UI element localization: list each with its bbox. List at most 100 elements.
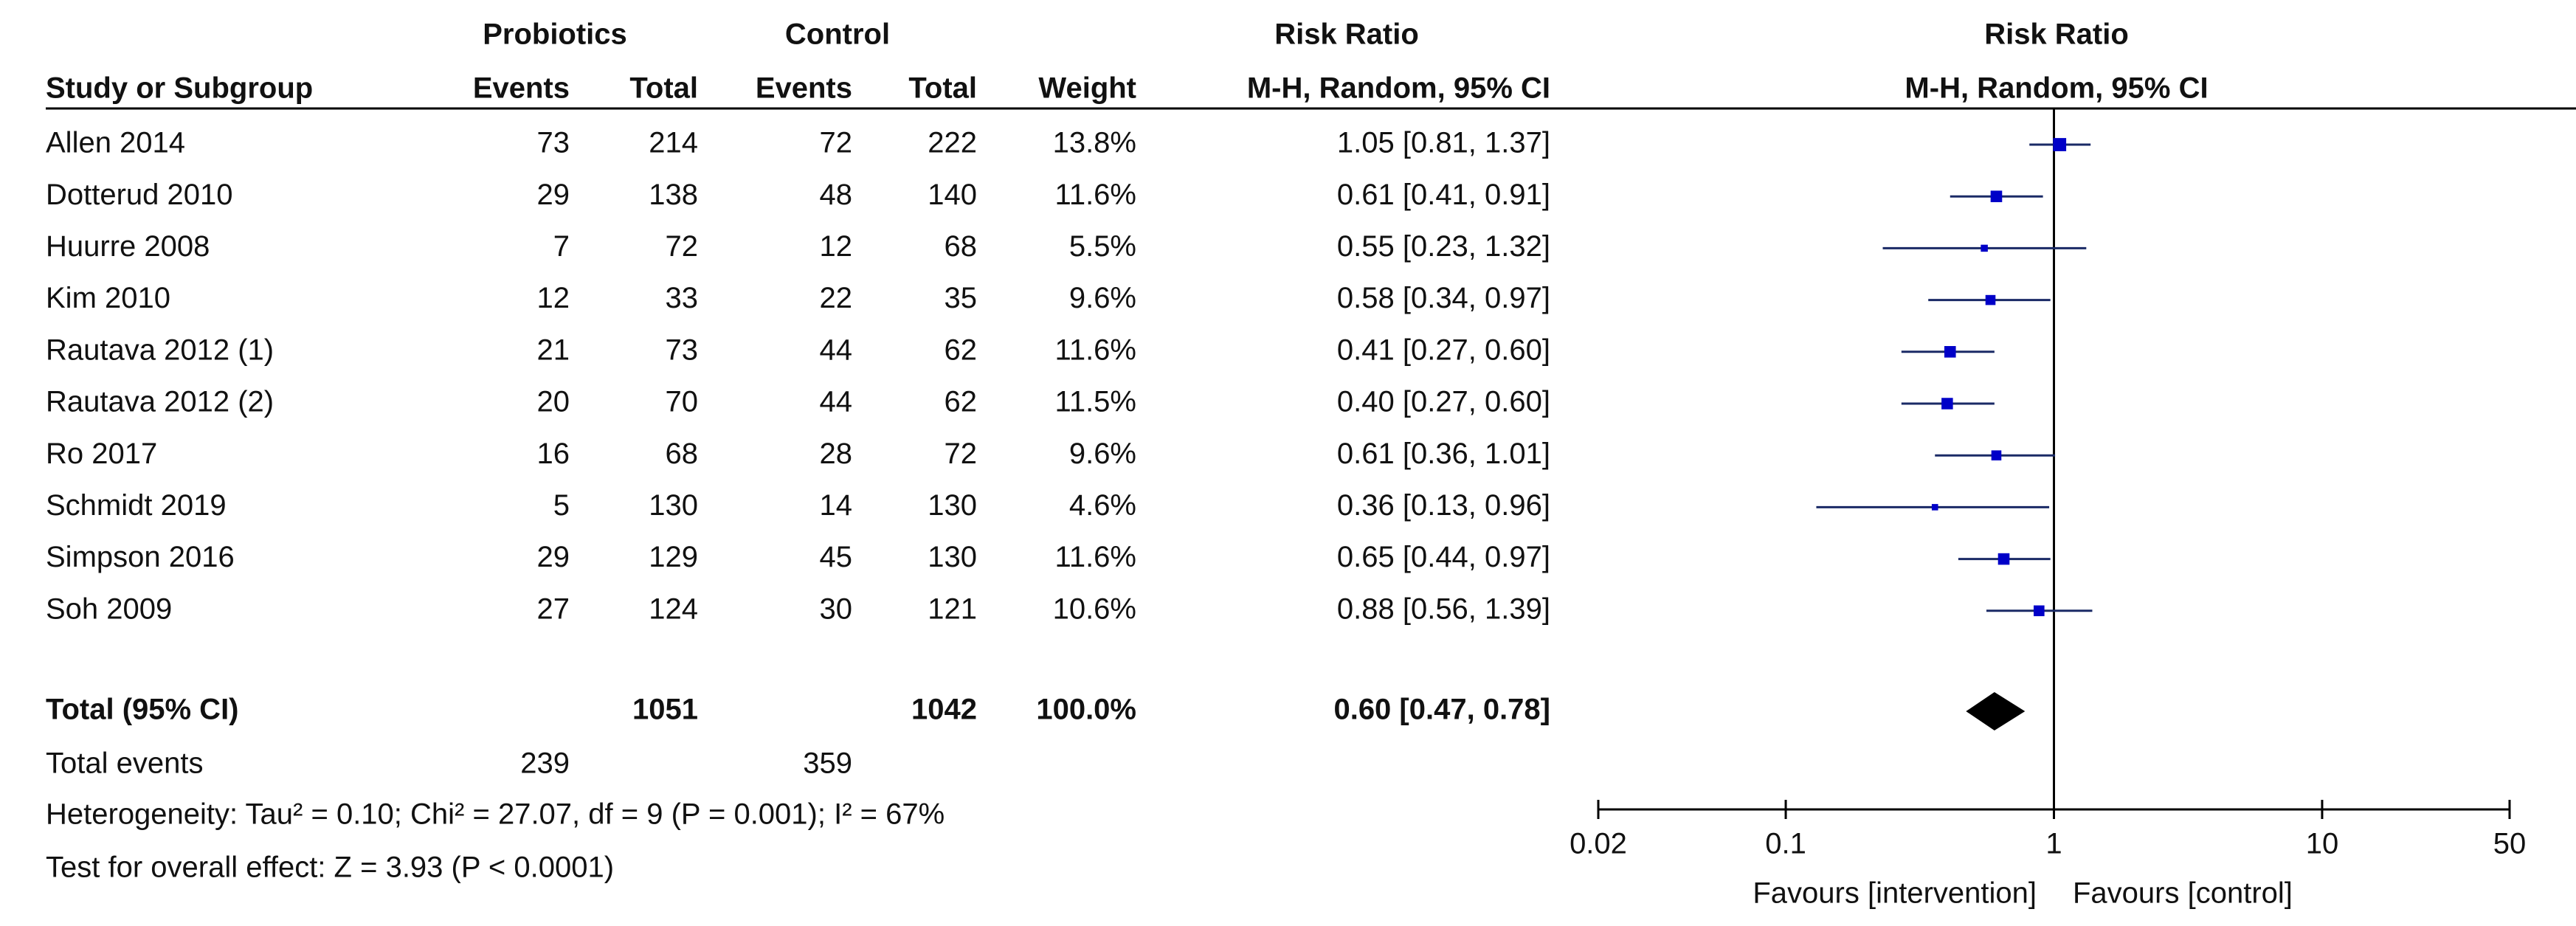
table-cell: 68 [666,438,699,470]
total-cell: 0.60 [0.47, 0.78] [1333,694,1550,726]
table-cell: 4.6% [1069,489,1136,522]
pooled-diamond [1966,692,2026,730]
table-cell: 44 [820,386,853,418]
table-cell: 130 [928,489,977,522]
point-estimate [1991,450,2002,460]
table-cell: 44 [820,334,853,366]
point-estimate [1931,504,1938,511]
point-estimate [1997,553,2010,565]
table-cell: Rautava 2012 (1) [46,334,274,366]
table-cell: 7 [553,230,570,263]
table-cell: 29 [537,179,570,211]
table-cell: 30 [820,592,853,625]
table-cell: 214 [649,127,698,159]
total-cell: 1051 [632,694,698,726]
column-header: Events [756,72,852,105]
table-cell: 0.88 [0.56, 1.39] [1337,592,1550,625]
column-header: M-H, Random, 95% CI [1905,72,2208,105]
table-cell: 11.6% [1055,541,1136,573]
column-header: M-H, Random, 95% CI [1247,72,1550,105]
table-cell: 73 [537,127,570,159]
table-cell: 140 [928,179,977,211]
table-cell: 62 [945,334,978,366]
table-cell: 9.6% [1069,282,1136,314]
table-cell: Rautava 2012 (2) [46,386,274,418]
table-cell: Ro 2017 [46,438,157,470]
point-estimate [1985,294,1996,305]
table-cell: 68 [945,230,978,263]
table-cell: 124 [649,592,698,625]
column-header: Events [473,72,570,105]
heterogeneity: Heterogeneity: Tau² = 0.10; Chi² = 27.07… [46,798,945,831]
table-cell: 73 [666,334,699,366]
table-cell: 0.40 [0.27, 0.60] [1337,386,1550,418]
table-cell: 121 [928,592,977,625]
table-cell: 0.58 [0.34, 0.97] [1337,282,1550,314]
table-cell: 222 [928,127,977,159]
table-cell: 0.61 [0.41, 0.91] [1337,179,1550,211]
table-cell: 16 [537,438,570,470]
table-cell: 130 [928,541,977,573]
overall-effect: Test for overall effect: Z = 3.93 (P < 0… [46,851,614,884]
table-cell: 5 [553,489,570,522]
table-cell: 21 [537,334,570,366]
table-cell: Kim 2010 [46,282,170,314]
table-cell: Soh 2009 [46,592,172,625]
group-header: Control [785,18,890,51]
column-header: Weight [1038,72,1136,105]
table-cell: 33 [666,282,699,314]
table-cell: 27 [537,592,570,625]
table-cell: 35 [945,282,978,314]
table-cell: 0.41 [0.27, 0.60] [1337,334,1550,366]
table-cell: Allen 2014 [46,127,185,159]
total-events-cell: Total events [46,747,203,780]
table-cell: Schmidt 2019 [46,489,227,522]
table-cell: 13.8% [1053,127,1136,159]
table-cell: 28 [820,438,853,470]
total-cell: Total (95% CI) [46,694,239,726]
table-cell: 14 [820,489,853,522]
x-tick-label: 0.1 [1765,828,1806,860]
point-estimate [1941,398,1953,410]
point-estimate [1990,190,2003,202]
total-events-cell: 239 [520,747,570,780]
table-cell: 45 [820,541,853,573]
table-cell: Dotterud 2010 [46,179,233,211]
table-cell: 29 [537,541,570,573]
table-cell: 11.6% [1055,179,1136,211]
table-cell: 72 [666,230,699,263]
column-header: Study or Subgroup [46,72,313,105]
table-cell: 129 [649,541,698,573]
table-cell: 72 [820,127,853,159]
table-cell: 48 [820,179,853,211]
table-cell: 11.6% [1055,334,1136,366]
table-cell: Huurre 2008 [46,230,210,263]
total-events-cell: 359 [803,747,852,780]
x-tick-label: 1 [2045,828,2062,860]
point-estimate [1981,244,1988,252]
column-header: Total [629,72,698,105]
table-cell: 138 [649,179,698,211]
table-cell: 72 [945,438,978,470]
table-cell: 70 [666,386,699,418]
total-cell: 100.0% [1036,694,1136,726]
table-cell: 130 [649,489,698,522]
table-cell: 1.05 [0.81, 1.37] [1337,127,1550,159]
table-cell: 9.6% [1069,438,1136,470]
x-axis-label: Favours [intervention] [1753,877,2037,910]
total-cell: 1042 [911,694,977,726]
x-tick-label: 10 [2306,828,2339,860]
point-estimate [1944,346,1956,358]
table-cell: 0.36 [0.13, 0.96] [1337,489,1550,522]
table-cell: 0.55 [0.23, 1.32] [1337,230,1550,263]
point-estimate [2053,138,2067,151]
point-estimate [2034,605,2045,617]
column-header: Total [908,72,977,105]
table-cell: 22 [820,282,853,314]
group-header: Risk Ratio [1274,18,1419,51]
table-cell: 0.61 [0.36, 1.01] [1337,438,1550,470]
x-axis-label: Favours [control] [2073,877,2293,910]
table-cell: 5.5% [1069,230,1136,263]
table-cell: 11.5% [1055,386,1136,418]
